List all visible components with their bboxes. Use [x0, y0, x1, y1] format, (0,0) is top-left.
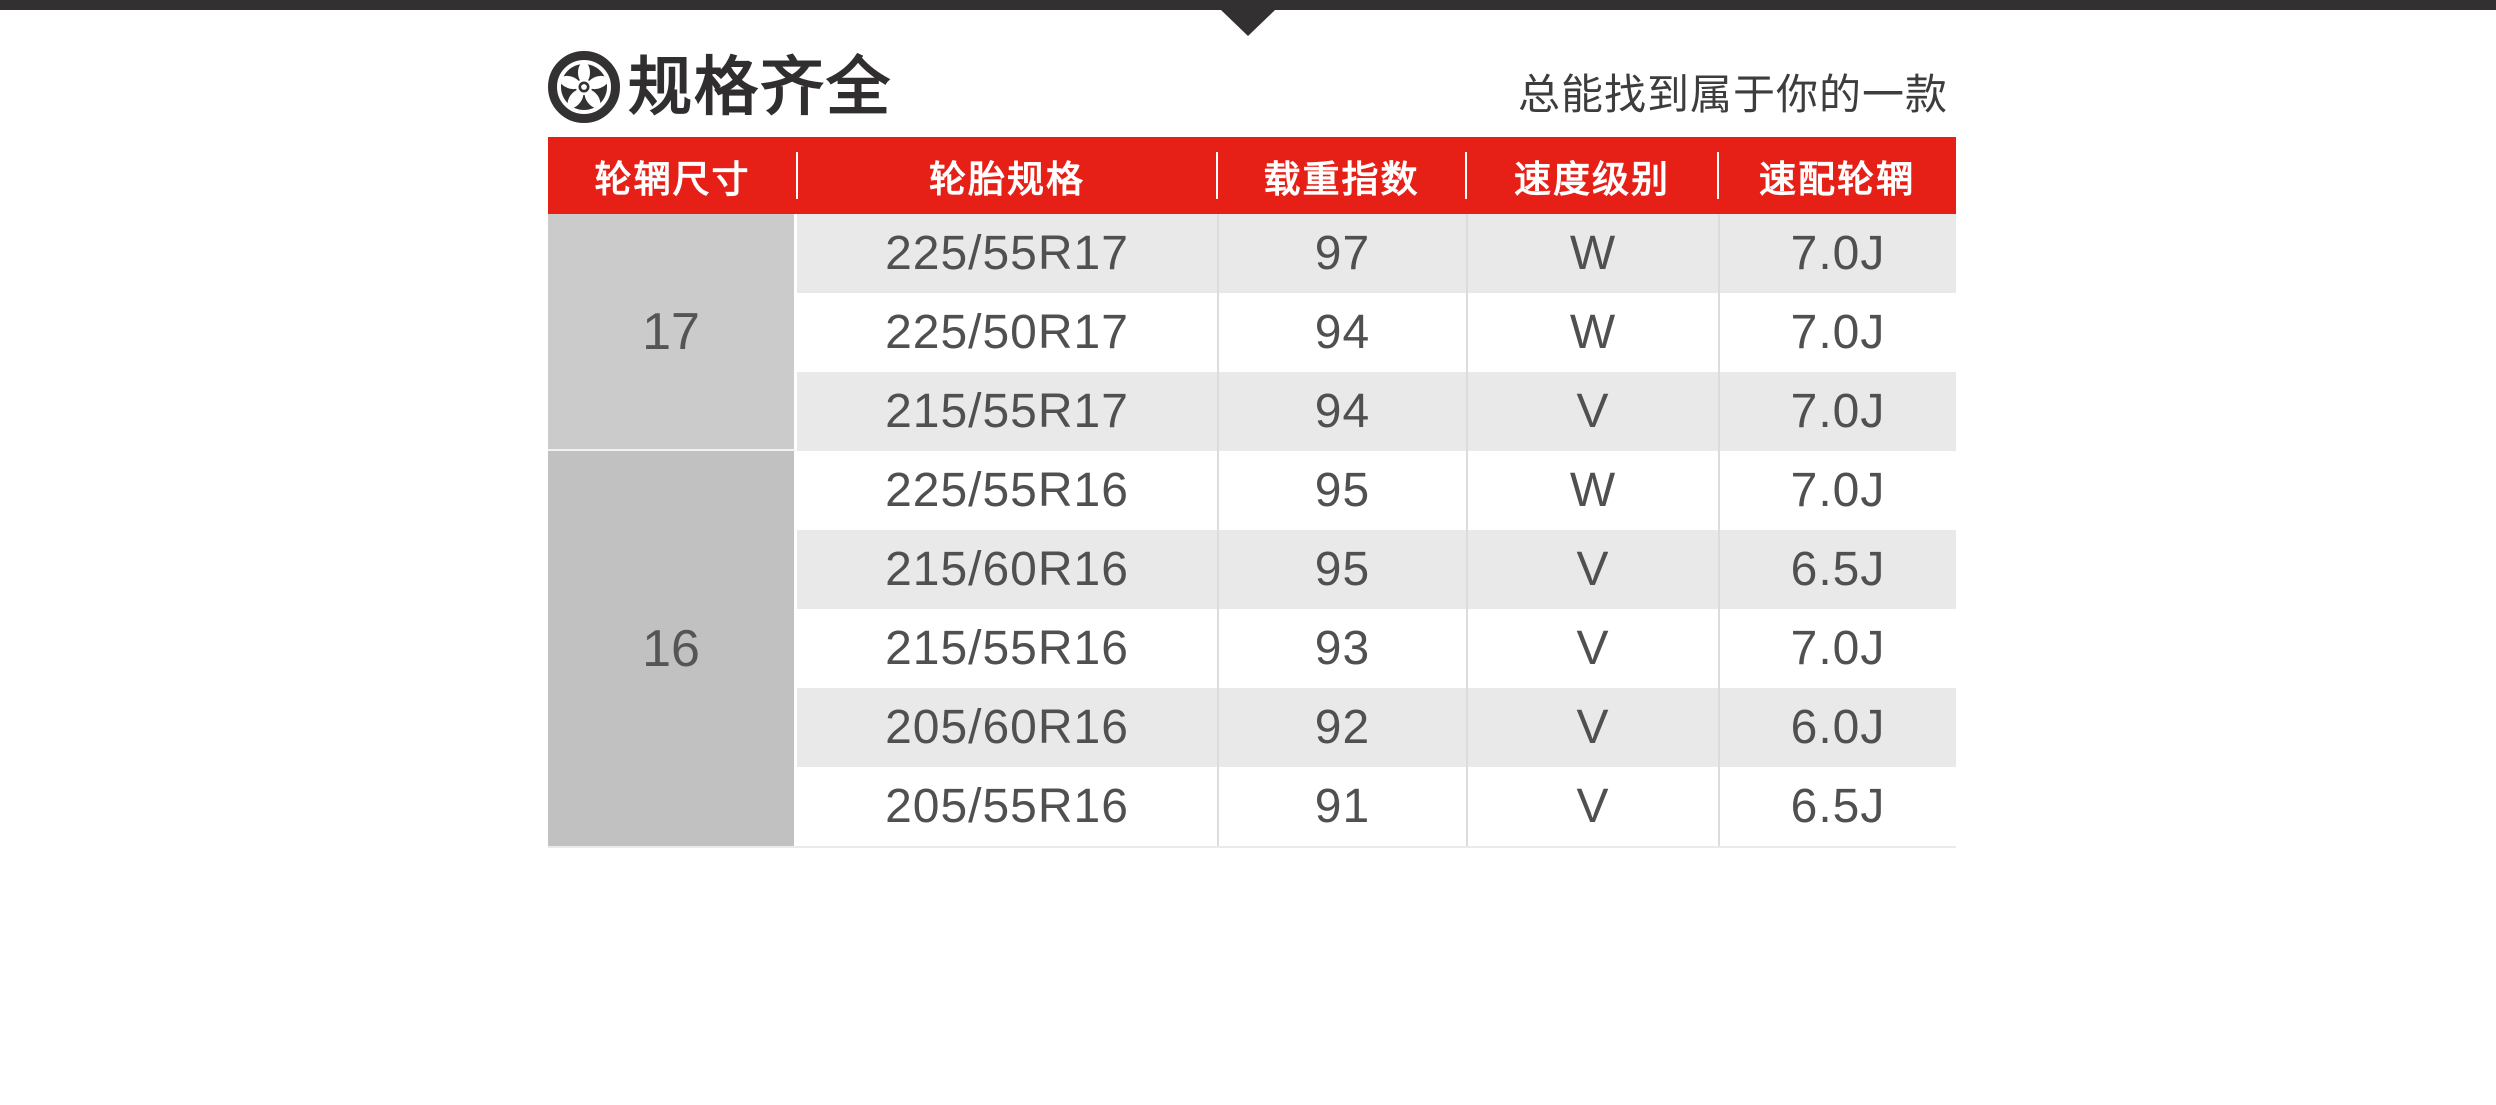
- cell-tire-spec: 225/50R17: [797, 293, 1217, 372]
- column-header-matching-rim: 速配轮辋: [1717, 137, 1956, 214]
- cell-speed-rating: V: [1466, 767, 1718, 846]
- cell-tire-spec: 205/55R16: [797, 767, 1217, 846]
- rim-size-group-17: 17: [548, 214, 797, 451]
- cell-speed-rating: V: [1466, 530, 1718, 609]
- cell-load-index: 95: [1217, 530, 1466, 609]
- cell-load-index: 97: [1217, 214, 1466, 293]
- cell-load-index: 94: [1217, 293, 1466, 372]
- cell-load-index: 95: [1217, 451, 1466, 530]
- down-arrow-pointer: [1221, 10, 1275, 36]
- column-header-tire-spec: 轮胎规格: [796, 137, 1217, 214]
- cell-speed-rating: V: [1466, 372, 1718, 451]
- cell-load-index: 91: [1217, 767, 1466, 846]
- top-divider-bar: [0, 0, 2496, 10]
- cell-matching-rim: 6.0J: [1718, 688, 1956, 767]
- cell-speed-rating: W: [1466, 214, 1718, 293]
- cell-tire-spec: 205/60R16: [797, 688, 1217, 767]
- cell-tire-spec: 225/55R16: [797, 451, 1217, 530]
- column-header-load-index: 载重指数: [1216, 137, 1466, 214]
- cell-speed-rating: V: [1466, 688, 1718, 767]
- cell-matching-rim: 6.5J: [1718, 767, 1956, 846]
- column-header-speed-rating: 速度级别: [1465, 137, 1718, 214]
- cell-matching-rim: 6.5J: [1718, 530, 1956, 609]
- cell-load-index: 92: [1217, 688, 1466, 767]
- cell-speed-rating: W: [1466, 451, 1718, 530]
- cell-speed-rating: W: [1466, 293, 1718, 372]
- cell-tire-spec: 225/55R17: [797, 214, 1217, 293]
- spec-table: 轮辋尺寸 轮胎规格 载重指数 速度级别 速配轮辋 17 225/55R17 97…: [548, 137, 1956, 848]
- cell-speed-rating: V: [1466, 609, 1718, 688]
- rim-size-group-16: 16: [548, 451, 797, 846]
- cell-tire-spec: 215/55R16: [797, 609, 1217, 688]
- section-heading: 规格齐全: [548, 50, 892, 124]
- column-header-rim-size: 轮辋尺寸: [548, 137, 797, 214]
- section-subtitle: 总能找到属于你的一款: [1517, 71, 1948, 118]
- cell-tire-spec: 215/55R17: [797, 372, 1217, 451]
- cell-matching-rim: 7.0J: [1718, 293, 1956, 372]
- wheel-icon: [548, 51, 620, 123]
- cell-load-index: 94: [1217, 372, 1466, 451]
- cell-matching-rim: 7.0J: [1718, 609, 1956, 688]
- section-title: 规格齐全: [628, 51, 892, 123]
- cell-tire-spec: 215/60R16: [797, 530, 1217, 609]
- cell-matching-rim: 7.0J: [1718, 451, 1956, 530]
- cell-matching-rim: 7.0J: [1718, 214, 1956, 293]
- cell-load-index: 93: [1217, 609, 1466, 688]
- cell-matching-rim: 7.0J: [1718, 372, 1956, 451]
